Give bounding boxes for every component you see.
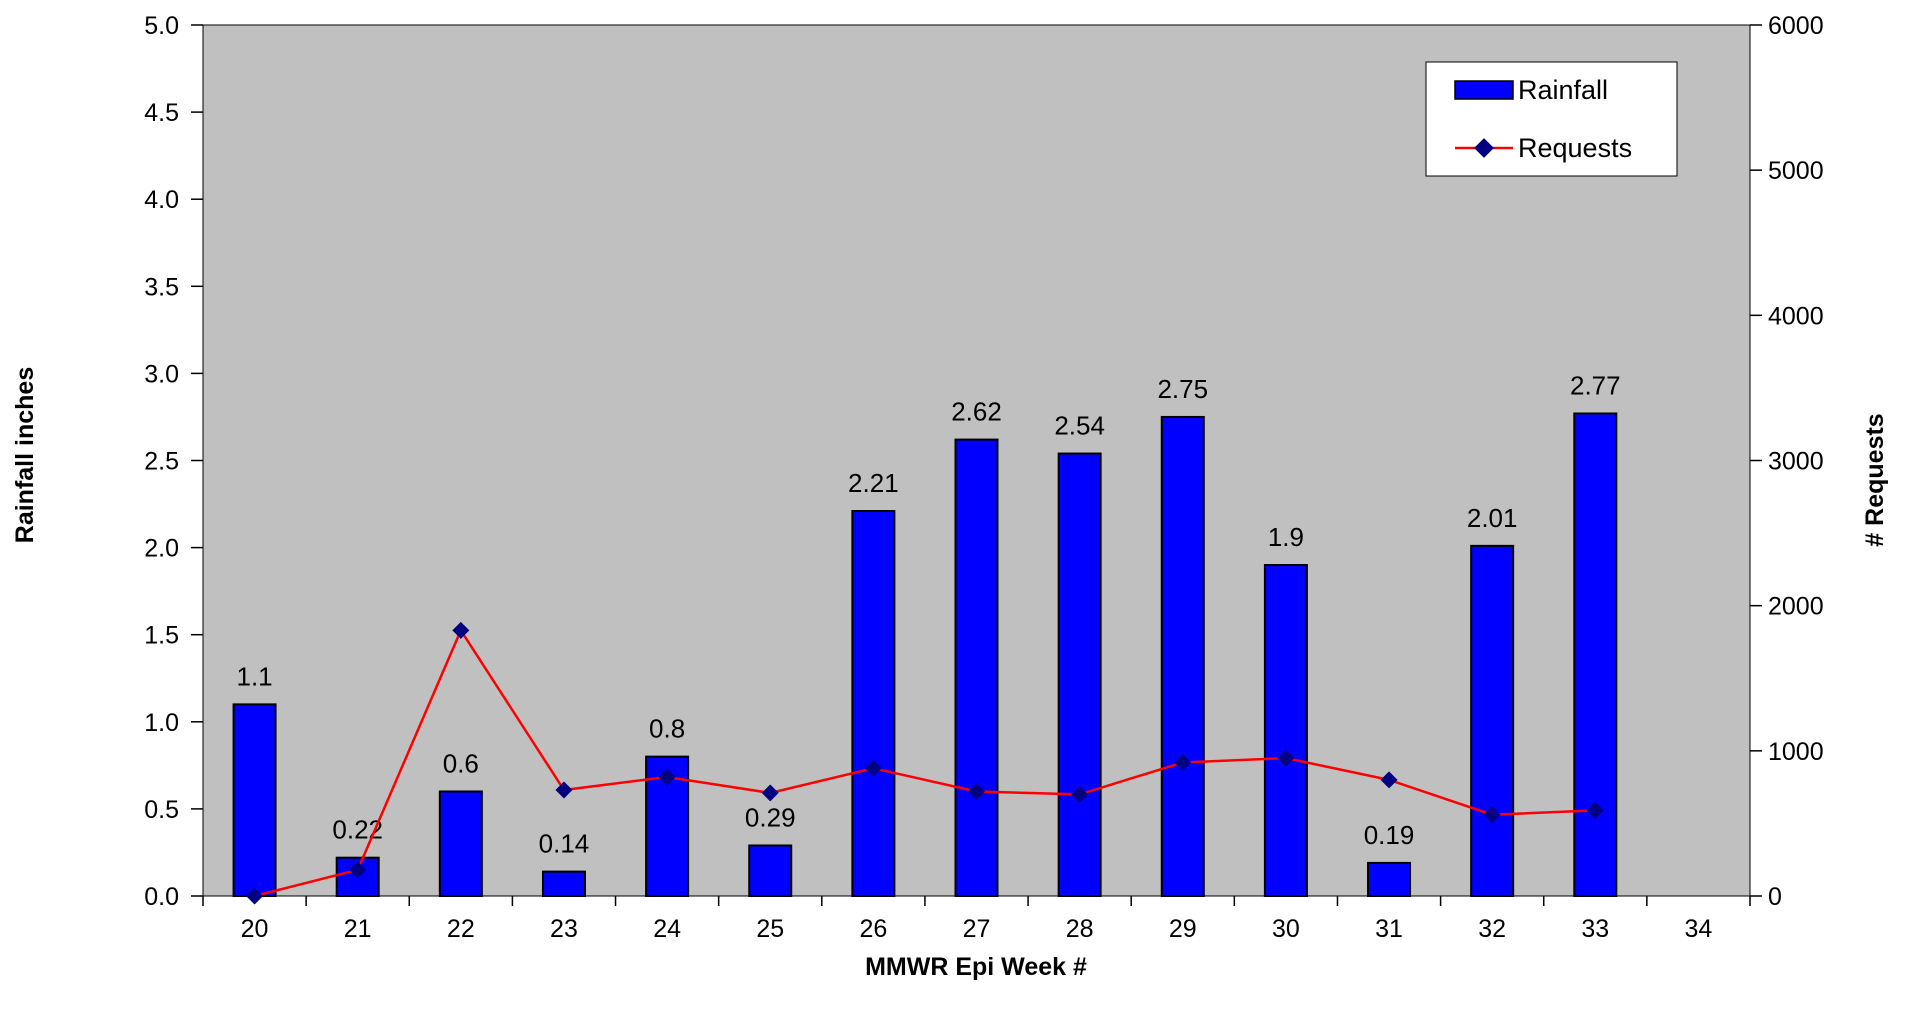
y2-tick-label: 0 — [1768, 883, 1782, 911]
rainfall-data-label-32: 2.01 — [1467, 503, 1518, 533]
x-tick-label: 34 — [1685, 915, 1713, 943]
x-tick-label: 27 — [963, 915, 991, 943]
x-tick-label: 22 — [447, 915, 475, 943]
legend-requests-marker — [1474, 138, 1494, 158]
rainfall-data-label-31: 0.19 — [1364, 820, 1415, 850]
x-axis-title: MMWR Epi Week # — [865, 953, 1087, 981]
rainfall-bar-27 — [954, 438, 999, 897]
requests-point-25 — [761, 784, 779, 802]
y-tick-label: 4.0 — [144, 186, 179, 214]
x-tick-label: 23 — [550, 915, 578, 943]
rainfall-data-label-29: 2.75 — [1157, 374, 1208, 404]
requests-point-30 — [1277, 749, 1295, 767]
requests-point-22 — [452, 621, 470, 639]
requests-point-29 — [1174, 753, 1192, 771]
y2-tick-label: 2000 — [1768, 593, 1824, 621]
y-tick-label: 5.0 — [144, 12, 179, 40]
requests-point-24 — [658, 768, 676, 786]
rainfall-bar-22 — [438, 790, 483, 897]
x-tick-label: 33 — [1581, 915, 1609, 943]
requests-point-27 — [968, 782, 985, 800]
y-tick-label: 4.5 — [144, 99, 179, 127]
y2-tick-label: 6000 — [1768, 12, 1824, 40]
x-tick-label: 20 — [241, 915, 269, 943]
x-tick-label: 24 — [653, 915, 681, 943]
rainfall-data-label-30: 1.9 — [1268, 522, 1304, 552]
rainfall-data-label-24: 0.8 — [649, 714, 685, 744]
requests-point-33 — [1586, 801, 1604, 819]
requests-point-26 — [864, 759, 882, 777]
rainfall-data-label-26: 2.21 — [848, 468, 899, 498]
rainfall-bar-29 — [1160, 415, 1205, 897]
requests-point-31 — [1380, 771, 1398, 789]
y-tick-label: 3.0 — [144, 360, 179, 388]
rainfall-bar-33 — [1573, 412, 1618, 897]
rainfall-bar-20 — [232, 703, 277, 897]
rainfall-data-label-25: 0.29 — [745, 802, 796, 832]
x-tick-label: 21 — [344, 915, 372, 943]
rainfall-data-label-22: 0.6 — [443, 748, 479, 778]
rainfall-bar-30 — [1263, 564, 1308, 898]
y-tick-label: 2.5 — [144, 448, 179, 476]
requests-point-21 — [349, 861, 367, 879]
marks-layer: 1.10.220.60.140.80.292.212.62 2.542.751.9… — [144, 12, 1823, 943]
x-tick-label: 25 — [756, 915, 784, 943]
requests-line — [254, 627, 1596, 898]
x-tick-label: 28 — [1066, 915, 1094, 943]
y2-axis-title: # Requests — [1861, 413, 1889, 546]
y2-tick-label: 1000 — [1768, 738, 1824, 766]
rainfall-bar-31 — [1367, 861, 1412, 897]
y-tick-label: 1.5 — [144, 622, 179, 650]
rainfall-bar-32 — [1470, 544, 1515, 897]
rainfall-data-label-23: 0.14 — [539, 829, 590, 859]
legend: Rainfall Requests — [1425, 61, 1678, 177]
y-tick-label: 2.0 — [144, 535, 179, 563]
y2-tick-label: 5000 — [1768, 157, 1824, 185]
x-tick-label: 31 — [1375, 915, 1403, 943]
y2-tick-label: 3000 — [1768, 448, 1824, 476]
legend-rainfall-label: Rainfall — [1518, 75, 1608, 105]
rainfall-bar-26 — [851, 510, 896, 897]
requests-point-23 — [555, 781, 573, 799]
legend-requests-label: Requests — [1518, 133, 1632, 163]
y-axis-title: Rainfall inches — [11, 367, 39, 543]
rainfall-data-label-28: 2.54 — [1054, 411, 1105, 441]
rainfall-data-label-20: 1.1 — [236, 661, 272, 691]
requests-point-28 — [1071, 785, 1089, 803]
rainfall-bar-25 — [748, 844, 793, 897]
y2-tick-label: 4000 — [1768, 302, 1824, 330]
x-tick-label: 32 — [1478, 915, 1506, 943]
rainfall-bar-28 — [1057, 452, 1102, 897]
x-tick-label: 26 — [859, 915, 887, 943]
rainfall-data-label-33: 2.77 — [1570, 370, 1621, 400]
requests-point-20 — [246, 887, 264, 905]
y-tick-label: 1.0 — [144, 709, 179, 737]
rainfall-data-label-27: 2.62 — [951, 397, 1002, 427]
legend-rainfall-swatch — [1454, 80, 1514, 100]
rainfall-bar-23 — [541, 870, 586, 897]
y-tick-label: 0.5 — [144, 796, 179, 824]
y-tick-label: 3.5 — [144, 273, 179, 301]
x-tick-label: 29 — [1169, 915, 1197, 943]
x-tick-label: 30 — [1272, 915, 1300, 943]
requests-point-32 — [1483, 806, 1501, 824]
y-tick-label: 0.0 — [144, 883, 179, 911]
